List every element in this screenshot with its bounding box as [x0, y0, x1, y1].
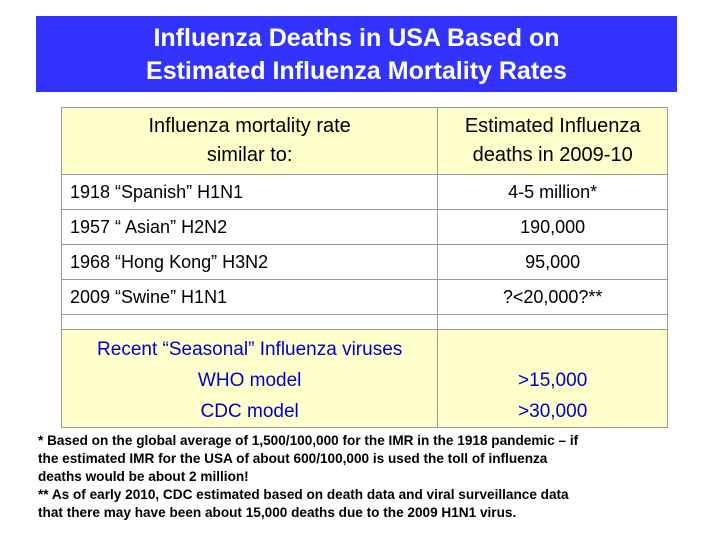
who-model-label: WHO model	[197, 370, 302, 391]
slide-title: Influenza Deaths in USA Based on Estimat…	[36, 16, 677, 92]
footnote-line: ** As of early 2010, CDC estimated based…	[38, 487, 569, 502]
header-rate-line-1: Influenza mortality rate	[148, 115, 351, 137]
table-header-row: Influenza mortality rate similar to: Est…	[60, 107, 668, 175]
rate-cell: 2009 “Swine” H1N1	[60, 279, 439, 315]
table-row: 1957 “ Asian” H2N2 190,000	[60, 209, 668, 245]
seasonal-row: Recent “Seasonal” Influenza viruses WHO …	[60, 329, 668, 428]
deaths-cell: 4-5 million*	[437, 174, 668, 210]
seasonal-values-cell: >15,000 >30,000	[437, 329, 668, 428]
table-row: 2009 “Swine” H1N1 ?<20,000?**	[60, 279, 668, 315]
footnote-line: the estimated IMR for the USA of about 6…	[38, 451, 548, 466]
deaths-cell: 95,000	[437, 244, 668, 280]
footnotes: * Based on the global average of 1,500/1…	[38, 432, 698, 522]
header-rate: Influenza mortality rate similar to:	[60, 107, 439, 175]
mortality-table: Influenza mortality rate similar to: Est…	[60, 107, 668, 428]
cdc-model-value: >30,000	[518, 401, 588, 422]
seasonal-models-cell: Recent “Seasonal” Influenza viruses WHO …	[60, 329, 439, 428]
rate-cell: 1957 “ Asian” H2N2	[60, 209, 439, 245]
title-line-1: Influenza Deaths in USA Based on	[153, 24, 560, 52]
header-rate-line-2: similar to:	[206, 144, 293, 166]
table-row: 1968 “Hong Kong” H3N2 95,000	[60, 244, 668, 280]
rate-cell: 1918 “Spanish” H1N1	[60, 174, 439, 210]
who-model-value: >15,000	[518, 370, 588, 391]
deaths-cell: ?<20,000?**	[437, 279, 668, 315]
deaths-cell: 190,000	[437, 209, 668, 245]
cdc-model-label: CDC model	[200, 401, 299, 422]
spacer-cell	[60, 314, 439, 330]
rate-cell: 1968 “Hong Kong” H3N2	[60, 244, 439, 280]
title-line-2: Estimated Influenza Mortality Rates	[146, 57, 567, 85]
table-row: 1918 “Spanish” H1N1 4-5 million*	[60, 174, 668, 210]
footnote-line: deaths would be about 2 million!	[38, 469, 249, 484]
seasonal-heading: Recent “Seasonal” Influenza viruses	[97, 339, 403, 360]
spacer-row	[60, 314, 668, 330]
footnote-line: that there may have been about 15,000 de…	[38, 505, 517, 520]
header-deaths: Estimated Influenza deaths in 2009-10	[437, 107, 668, 175]
header-deaths-line-1: Estimated Influenza	[464, 115, 641, 137]
spacer-cell	[437, 314, 668, 330]
header-deaths-line-2: deaths in 2009-10	[472, 144, 633, 166]
footnote-line: * Based on the global average of 1,500/1…	[38, 433, 579, 448]
